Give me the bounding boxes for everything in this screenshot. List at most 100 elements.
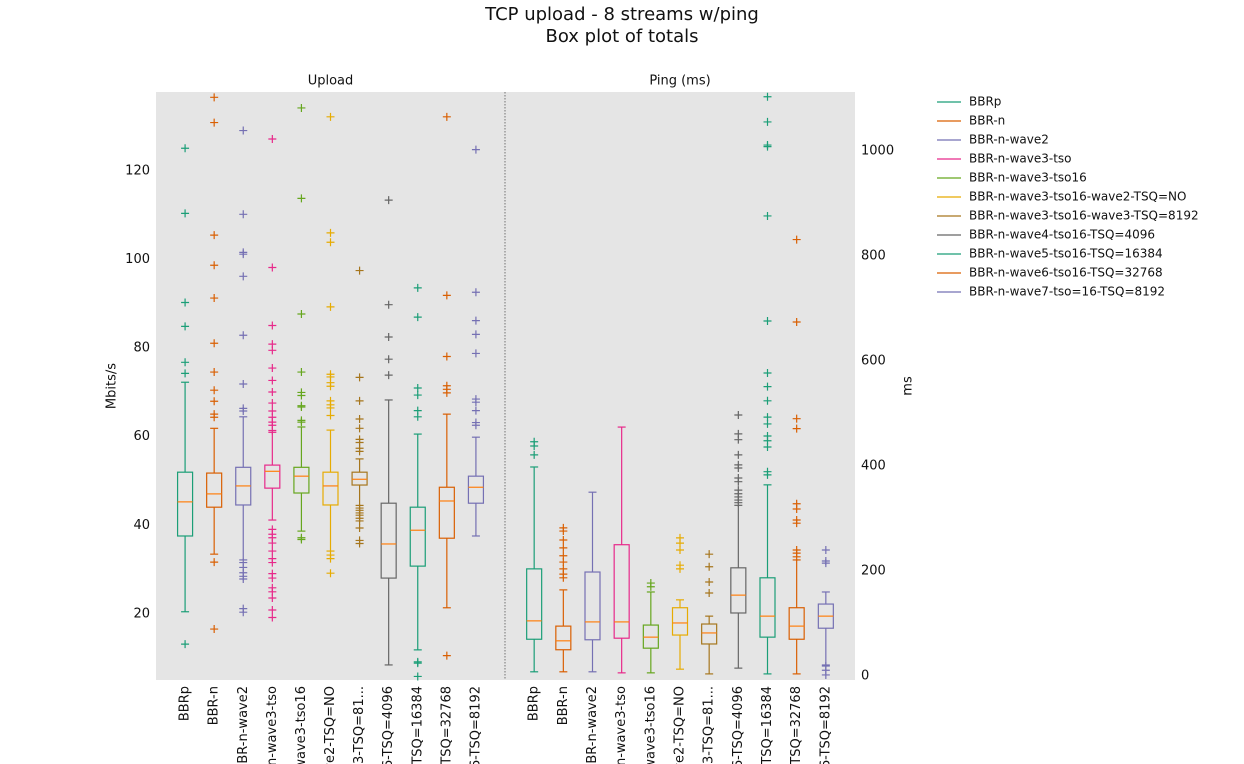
- outlier: [210, 625, 219, 634]
- x-tick-label: BBRp: [178, 686, 193, 721]
- y-tick-label: 600: [861, 353, 886, 368]
- box: [176, 471, 194, 537]
- legend-label: BBRp: [969, 95, 1001, 109]
- outlier: [384, 300, 393, 309]
- outlier: [442, 112, 451, 121]
- outlier: [792, 504, 801, 513]
- outlier: [705, 578, 714, 586]
- outlier: [530, 441, 539, 450]
- x-tick-label: BBR-n-wave3-tso16-wave2-TSQ=NO: [323, 686, 338, 764]
- y-axis-label: Mbits/s: [105, 363, 120, 409]
- outlier: [559, 543, 568, 552]
- outlier: [268, 376, 277, 385]
- outlier: [442, 352, 451, 361]
- legend-label: BBR-n-wave7-tso=16-TSQ=8192: [969, 285, 1165, 299]
- outlier: [763, 368, 772, 377]
- outlier: [763, 382, 772, 391]
- outlier: [384, 371, 393, 380]
- outlier: [705, 550, 714, 559]
- outlier: [792, 552, 801, 561]
- outlier: [326, 554, 335, 563]
- outlier: [210, 294, 219, 303]
- y-tick-label: 100: [125, 252, 150, 267]
- box: [526, 568, 543, 640]
- outlier: [355, 524, 364, 533]
- outlier: [413, 283, 422, 292]
- box: [613, 544, 630, 639]
- outlier: [413, 659, 422, 668]
- outlier: [763, 396, 772, 405]
- outlier: [326, 238, 335, 247]
- y-tick-label: 120: [125, 163, 150, 178]
- outlier: [734, 410, 743, 419]
- outlier: [326, 411, 335, 420]
- chart-title: TCP upload - 8 streams w/ping: [484, 4, 759, 25]
- box: [555, 625, 572, 651]
- y-tick-label: 200: [861, 563, 886, 578]
- outlier: [326, 302, 335, 311]
- outlier: [268, 539, 277, 548]
- outlier: [326, 228, 335, 237]
- box: [438, 486, 455, 539]
- outlier: [413, 412, 422, 421]
- outlier: [471, 288, 480, 297]
- outlier: [268, 134, 277, 143]
- outlier: [297, 403, 306, 412]
- outlier: [734, 477, 743, 486]
- x-tick-label: BBR-n-wave5-tso16-TSQ=16384: [410, 686, 425, 764]
- outlier: [763, 470, 772, 479]
- outlier: [355, 396, 364, 405]
- outlier: [384, 333, 393, 342]
- outlier: [355, 447, 364, 456]
- outlier: [268, 346, 277, 355]
- x-tick-label: BBR-n: [207, 686, 222, 725]
- x-tick-label: BBR-n-wave6-tso16-TSQ=32768: [439, 686, 454, 764]
- box: [701, 623, 718, 645]
- x-tick-label: BBR-n-wave6-tso16-TSQ=32768: [789, 686, 804, 764]
- outlier: [210, 93, 219, 102]
- outlier: [442, 651, 451, 660]
- outlier: [471, 406, 480, 415]
- outlier: [268, 399, 277, 408]
- y-tick-label: 0: [861, 669, 869, 684]
- x-tick-label: BBR-n-wave4-tso16-TSQ=4096: [381, 686, 396, 764]
- outlier: [471, 145, 480, 154]
- outlier: [676, 539, 684, 548]
- outlier: [821, 545, 830, 554]
- outlier: [268, 263, 277, 272]
- outlier: [734, 450, 743, 459]
- y-tick-label: 60: [133, 429, 150, 444]
- legend-label: BBR-n-wave4-tso16-TSQ=4096: [969, 228, 1155, 242]
- outlier: [559, 535, 568, 544]
- outlier: [705, 589, 714, 598]
- plot-background: [505, 92, 855, 680]
- outlier: [384, 355, 393, 364]
- box: [759, 577, 776, 638]
- outlier: [442, 291, 451, 300]
- outlier: [676, 564, 684, 573]
- box: [351, 471, 368, 486]
- outlier: [181, 298, 190, 307]
- outlier: [210, 368, 219, 377]
- outlier: [210, 339, 219, 348]
- x-tick-label: BBR-n-wave3-tso16-wave3-TSQ=81...: [702, 686, 717, 764]
- outlier: [239, 250, 248, 259]
- outlier: [210, 397, 219, 406]
- outlier: [181, 369, 190, 378]
- outlier: [210, 413, 219, 422]
- x-tick-label: BBR-n-wave3-tso16: [294, 686, 309, 764]
- x-tick-label: BBRp: [527, 686, 542, 721]
- outlier: [676, 545, 684, 554]
- outlier: [181, 640, 190, 649]
- outlier: [297, 368, 306, 377]
- legend-label: BBR-n-wave2: [969, 133, 1049, 147]
- y-tick-label: 80: [133, 341, 150, 356]
- box: [730, 567, 747, 614]
- chart-subtitle: Box plot of totals: [545, 26, 698, 47]
- outlier: [355, 415, 364, 424]
- outlier: [792, 235, 801, 244]
- outlier: [734, 435, 743, 444]
- outlier: [471, 421, 480, 430]
